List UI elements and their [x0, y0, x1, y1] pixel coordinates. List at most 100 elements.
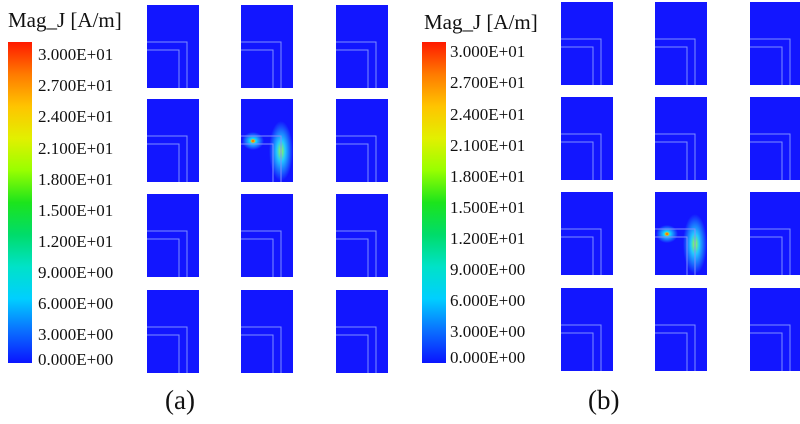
- colorbar: [422, 42, 446, 363]
- trace-outline: [561, 228, 602, 275]
- current-density-map: [336, 230, 377, 277]
- field-plot: [750, 192, 800, 275]
- trace-outline: [561, 324, 602, 371]
- colorbar-tick: 2.400E+01: [450, 105, 526, 124]
- field-plot: [147, 194, 199, 277]
- current-peak-spot: [242, 132, 264, 150]
- colorbar-tick: 6.000E+00: [450, 291, 526, 310]
- field-plot: [147, 99, 199, 182]
- colorbar-tick: 9.000E+00: [450, 260, 526, 279]
- current-density-map: [336, 135, 377, 182]
- trace-outline: [241, 41, 282, 88]
- colorbar-tick: 1.200E+01: [450, 229, 526, 248]
- current-density-map: [336, 326, 377, 373]
- trace-outline: [655, 228, 696, 275]
- colorbar-tick: 1.500E+01: [450, 198, 526, 217]
- current-density-map: [147, 230, 188, 277]
- colorbar-tick: 9.000E+00: [38, 263, 114, 282]
- colorbar-tick: 0.000E+00: [38, 350, 114, 369]
- current-density-map: [241, 326, 282, 373]
- current-density-map: [750, 324, 791, 371]
- current-density-map: [655, 214, 707, 275]
- trace-outline: [561, 133, 602, 180]
- trace-outline: [561, 38, 602, 85]
- field-plot: [241, 5, 293, 88]
- field-plot: [655, 97, 707, 180]
- field-plot: [561, 192, 613, 275]
- current-density-map: [655, 133, 696, 180]
- colorbar-tick: 3.000E+01: [38, 45, 114, 64]
- trace-outline: [336, 326, 377, 373]
- current-density-map: [336, 41, 377, 88]
- panel-b: Mag_J [A/m] 3.000E+01 2.700E+01 2.400E+0…: [410, 0, 800, 424]
- trace-outline: [750, 38, 791, 85]
- panel-a: Mag_J [A/m] 3.000E+01 2.700E+01 2.400E+0…: [8, 5, 388, 415]
- colorbar: [8, 42, 32, 363]
- current-density-map: [241, 121, 293, 182]
- trace-outline: [655, 133, 696, 180]
- caption: (a): [165, 385, 195, 415]
- colorbar-tick: 1.800E+01: [450, 167, 526, 186]
- current-density-map: [750, 133, 791, 180]
- field-plot: [750, 97, 800, 180]
- caption: (b): [588, 385, 620, 415]
- trace-outline: [750, 228, 791, 275]
- colorbar-tick: 2.700E+01: [450, 73, 526, 92]
- trace-outline: [147, 41, 188, 88]
- trace-outline: [147, 326, 188, 373]
- colorbar-tick: 3.000E+00: [450, 322, 526, 341]
- field-plot: [750, 288, 800, 371]
- field-plot: [147, 290, 199, 373]
- current-density-map: [147, 326, 188, 373]
- trace-outline: [750, 324, 791, 371]
- colorbar-tick: 3.000E+00: [38, 325, 114, 344]
- current-density-map: [241, 41, 282, 88]
- field-plot: [655, 2, 707, 85]
- field-plot-hotspot: [241, 99, 293, 182]
- colorbar-tick: 2.700E+01: [38, 76, 114, 95]
- current-peak-spot: [656, 225, 678, 243]
- current-density-map: [655, 324, 696, 371]
- colorbar-tick: 1.200E+01: [38, 232, 114, 251]
- current-density-map: [147, 41, 188, 88]
- current-density-map: [561, 228, 602, 275]
- trace-outline: [655, 324, 696, 371]
- colorbar-tick: 2.400E+01: [38, 107, 114, 126]
- trace-outline: [241, 135, 282, 182]
- legend-title: Mag_J [A/m]: [424, 10, 538, 34]
- field-plot: [147, 5, 199, 88]
- field-plot: [241, 194, 293, 277]
- colorbar-tick: 1.800E+01: [38, 170, 114, 189]
- field-plot: [241, 290, 293, 373]
- trace-outline: [241, 326, 282, 373]
- trace-outline: [655, 38, 696, 85]
- trace-outline: [147, 135, 188, 182]
- trace-outline: [750, 133, 791, 180]
- field-plot: [336, 99, 388, 182]
- field-plot: [561, 2, 613, 85]
- legend-title: Mag_J [A/m]: [8, 8, 122, 32]
- field-plot-hotspot: [655, 192, 707, 275]
- trace-outline: [147, 230, 188, 277]
- colorbar-tick: 2.100E+01: [450, 136, 526, 155]
- colorbar-tick: 1.500E+01: [38, 201, 114, 220]
- trace-outline: [241, 230, 282, 277]
- field-plot: [750, 2, 800, 85]
- current-density-map: [561, 38, 602, 85]
- colorbar-tick: 2.100E+01: [38, 139, 114, 158]
- current-density-map: [750, 38, 791, 85]
- current-density-map: [561, 133, 602, 180]
- trace-outline: [336, 41, 377, 88]
- field-plot: [655, 288, 707, 371]
- current-density-map: [750, 228, 791, 275]
- colorbar-tick: 0.000E+00: [450, 348, 526, 367]
- trace-outline: [336, 230, 377, 277]
- current-density-map: [655, 38, 696, 85]
- colorbar-tick: 6.000E+00: [38, 294, 114, 313]
- current-density-map: [147, 135, 188, 182]
- field-plot: [336, 5, 388, 88]
- field-plot: [561, 97, 613, 180]
- field-plot: [336, 194, 388, 277]
- current-density-map: [241, 230, 282, 277]
- field-plot: [336, 290, 388, 373]
